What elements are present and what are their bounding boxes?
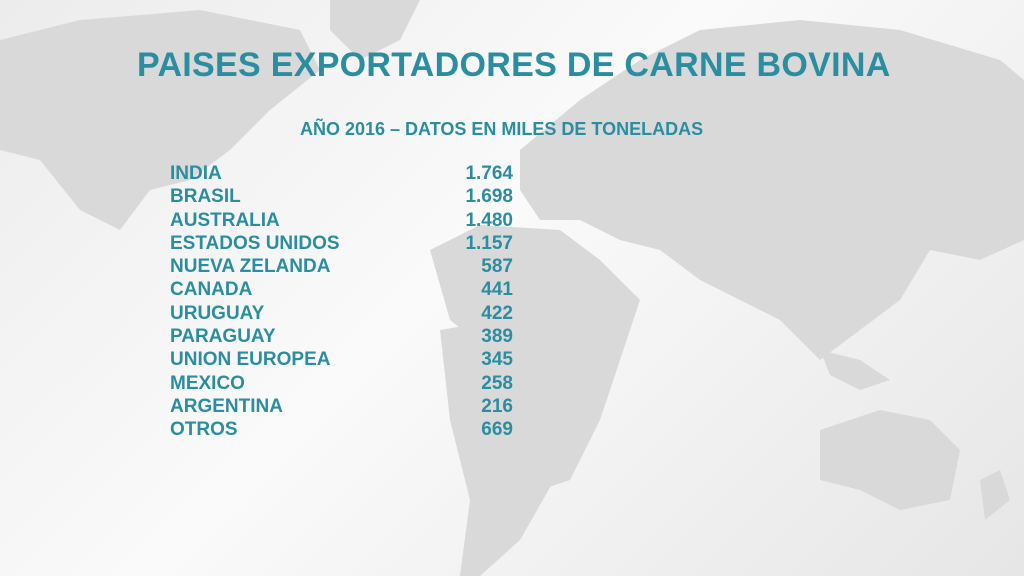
- subtitle: AÑO 2016 – DATOS EN MILES DE TONELADAS: [300, 119, 704, 139]
- country: OTROS: [170, 419, 238, 441]
- table-row: INDIA 1.764: [170, 162, 513, 185]
- table-row: PARAGUAY 389: [170, 325, 513, 348]
- table-row: AUSTRALIA 1.480: [170, 209, 513, 232]
- country: MEXICO: [170, 372, 245, 394]
- table-row: ARGENTINA 216: [170, 395, 513, 418]
- table-row: BRASIL 1.698: [170, 185, 513, 208]
- country: ARGENTINA: [170, 395, 283, 417]
- country: INDIA: [170, 163, 222, 184]
- country: NUEVA ZELANDA: [170, 256, 331, 278]
- country: ESTADOS UNIDOS: [170, 232, 340, 254]
- value: 669: [481, 419, 513, 441]
- value: 1.480: [465, 209, 513, 231]
- country: AUSTRALIA: [170, 209, 280, 231]
- country: BRASIL: [170, 186, 241, 208]
- value: 216: [481, 395, 513, 417]
- table-row: CANADA 441: [170, 278, 513, 301]
- table: INDIA 1.764 BRASIL 1.698 AUSTRALIA 1.480 ESTAD…: [170, 162, 513, 442]
- table-row: NUEVA ZELANDA 587: [170, 255, 513, 278]
- value: 258: [481, 372, 513, 394]
- country: UNION EUROPEA: [170, 349, 331, 371]
- value: 389: [481, 326, 513, 348]
- table-row: URUGUAY 422: [170, 302, 513, 325]
- value: 587: [481, 256, 513, 278]
- value: 1.698: [465, 186, 513, 208]
- country: CANADA: [170, 279, 253, 301]
- country: URUGUAY: [170, 302, 265, 324]
- value: 1.764: [465, 163, 513, 184]
- table-row: MEXICO 258: [170, 372, 513, 395]
- value: 1.157: [465, 232, 513, 254]
- value: 441: [481, 279, 513, 301]
- country: PARAGUAY: [170, 326, 276, 348]
- table-row: OTROS 669: [170, 418, 513, 441]
- table-row: UNION EUROPEA 345: [170, 348, 513, 371]
- value: 422: [481, 302, 513, 324]
- title: PAISES EXPORTADORES DE CARNE BOVINA: [137, 46, 891, 84]
- table-row: ESTADOS UNIDOS 1.157: [170, 232, 513, 255]
- value: 345: [481, 349, 513, 371]
